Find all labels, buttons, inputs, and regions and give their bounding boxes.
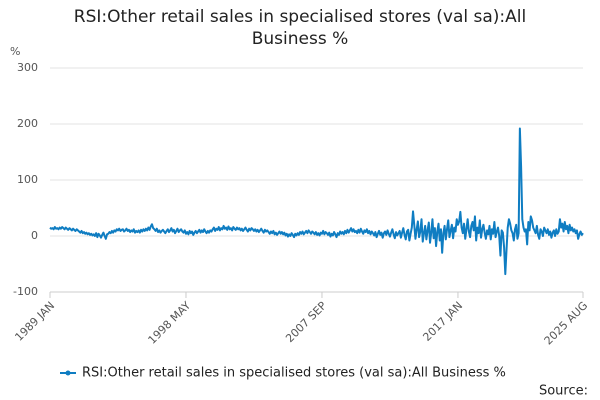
y-tick-label: 0 — [31, 229, 38, 242]
legend-marker — [65, 370, 71, 376]
x-tick-label: 2007 SEP — [283, 299, 329, 345]
x-tick-label: 1989 JAN — [12, 299, 57, 344]
y-tick-label: -100 — [13, 285, 38, 298]
y-tick-label: 200 — [17, 117, 38, 130]
data-line — [49, 127, 584, 276]
chart-title: RSI:Other retail sales in specialised st… — [73, 7, 527, 49]
source: Source: — [539, 384, 588, 399]
legend-label: RSI:Other retail sales in specialised st… — [82, 366, 506, 381]
x-tick-label: 1998 MAY — [146, 299, 194, 347]
x-tick-label: 2017 JAN — [420, 299, 465, 344]
y-tick-label: 100 — [17, 173, 38, 186]
y-axis-label: % — [10, 45, 20, 58]
x-tick-label: 2025 AUG — [542, 299, 591, 348]
y-tick-label: 300 — [17, 61, 38, 74]
